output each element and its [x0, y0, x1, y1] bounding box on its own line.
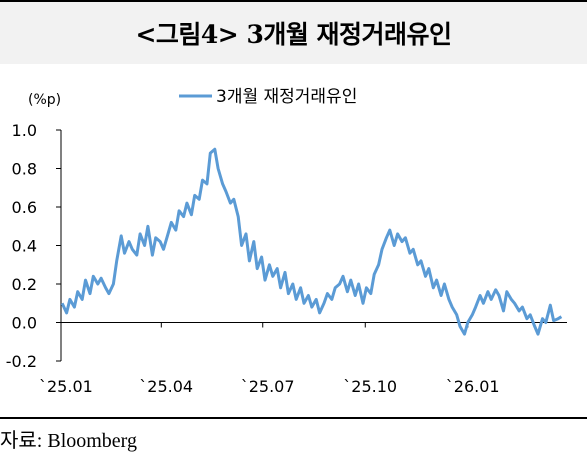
legend-label: 3개월 재정거래유인	[216, 87, 357, 107]
chart-title: <그림4> 3개월 재정거래유인	[135, 20, 452, 49]
x-tick-label: `25.10	[343, 377, 397, 396]
source-note: 자료: Bloomberg	[0, 430, 137, 452]
chart-title-bar: <그림4> 3개월 재정거래유인	[0, 0, 587, 64]
x-tick-label: `26.01	[446, 377, 500, 396]
x-tick-label: `25.07	[241, 377, 295, 396]
chart-axes: 1.0 0.8 0.6 0.4 0.2 0.0 -0.2 (%p) `25.01 `25.04 `2…	[6, 92, 567, 396]
y-tick-label: 0.6	[12, 198, 37, 217]
y-tick-label: 0.4	[12, 237, 37, 256]
y-tick-label: 0.0	[12, 314, 37, 333]
y-tick-label: 0.8	[12, 160, 37, 179]
chart-legend: 3개월 재정거래유인	[179, 87, 357, 107]
bottom-rule	[0, 417, 587, 419]
chart-series	[60, 147, 563, 336]
line-chart: 1.0 0.8 0.6 0.4 0.2 0.0 -0.2 (%p) `25.01 `25.04 `2…	[6, 87, 567, 396]
y-tick-label: -0.2	[6, 352, 37, 371]
y-unit-label: (%p)	[28, 92, 61, 108]
series-line	[60, 147, 563, 336]
y-tick-label: 1.0	[12, 121, 37, 140]
x-tick-label: `25.04	[139, 377, 193, 396]
y-tick-label: 0.2	[12, 275, 37, 294]
x-tick-label: `25.01	[39, 377, 93, 396]
